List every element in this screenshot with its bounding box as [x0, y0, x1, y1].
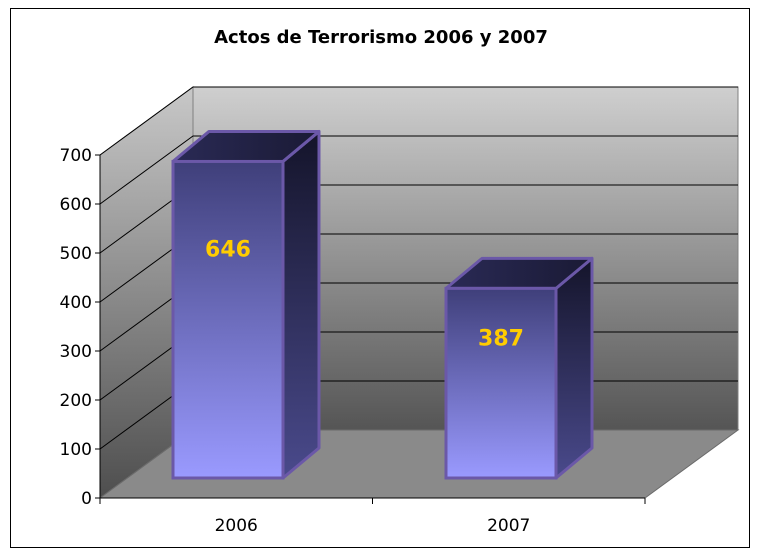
- y-tick-label: 500: [60, 244, 92, 264]
- y-tick-label: 400: [60, 293, 92, 313]
- gridline: [99, 86, 738, 156]
- bar-side: [554, 256, 594, 480]
- bar-side: [281, 129, 321, 480]
- bar-2007: [444, 256, 594, 480]
- chart-title: Actos de Terrorismo 2006 y 2007: [214, 27, 548, 48]
- data-label: 646: [205, 237, 251, 262]
- y-tick-label: 0: [81, 489, 92, 509]
- bar-front: [171, 159, 285, 480]
- x-tick-label: 2007: [487, 516, 530, 536]
- gridline: [99, 135, 738, 205]
- bar-front: [444, 286, 558, 480]
- data-label: 387: [478, 326, 524, 351]
- y-tick-label: 300: [60, 342, 92, 362]
- y-tick-label: 600: [60, 195, 92, 215]
- y-tick-label: 100: [60, 440, 92, 460]
- bar-2006: [171, 129, 321, 480]
- y-tick-label: 700: [60, 146, 92, 166]
- y-tick-label: 200: [60, 391, 92, 411]
- x-tick-label: 2006: [215, 516, 258, 536]
